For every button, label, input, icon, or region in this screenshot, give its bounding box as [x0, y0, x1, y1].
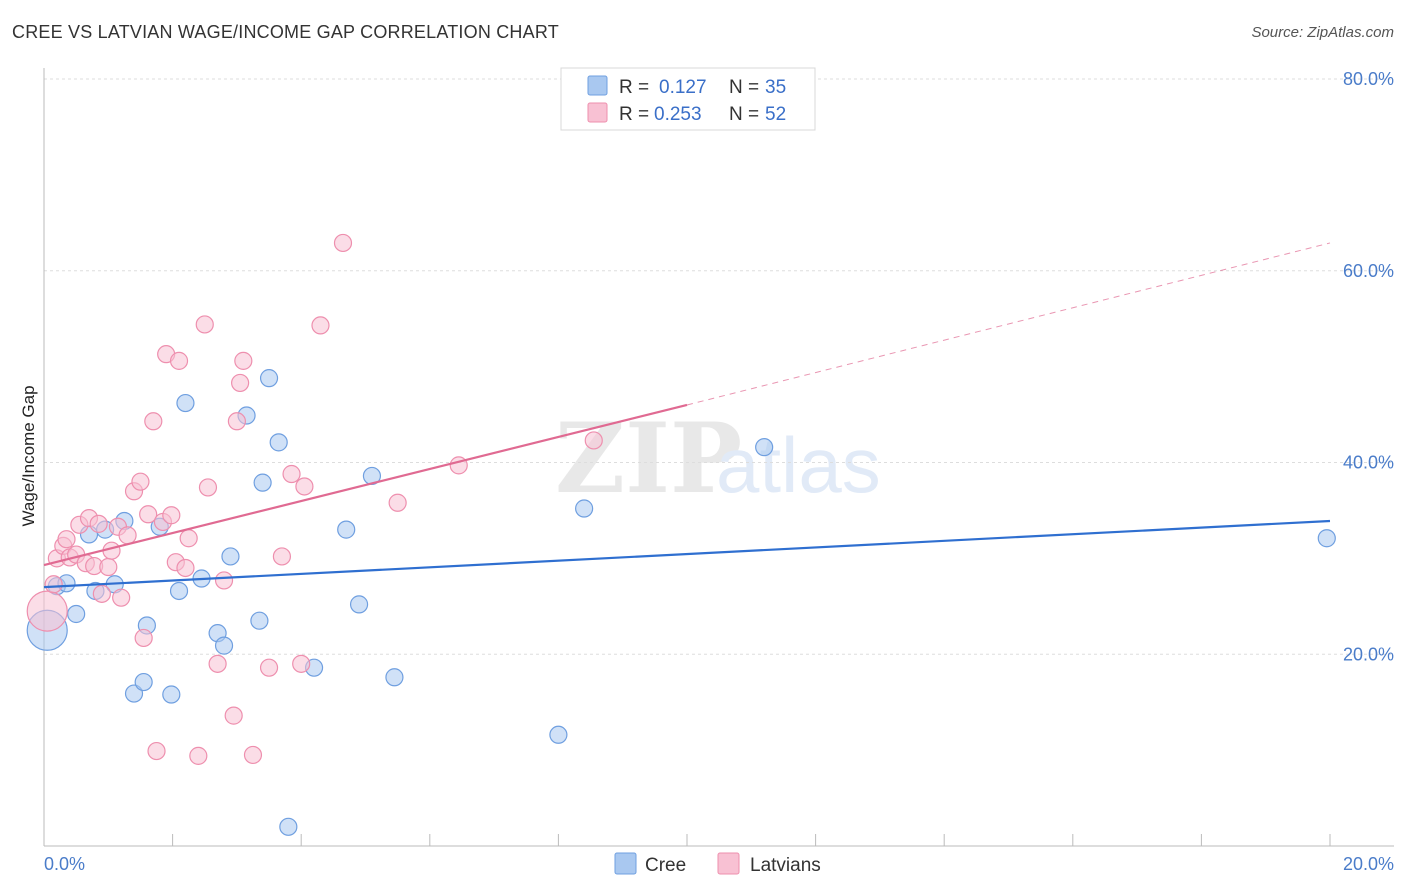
data-point — [179, 529, 198, 548]
gridlines — [44, 78, 1394, 655]
data-point — [279, 817, 298, 836]
chart-title: CREE VS LATVIAN WAGE/INCOME GAP CORRELAT… — [12, 22, 559, 42]
data-point — [92, 584, 111, 603]
data-point — [198, 478, 218, 497]
data-point — [337, 520, 356, 539]
x-tick-label: 20.0% — [1343, 854, 1394, 874]
data-point — [131, 472, 150, 491]
data-point — [311, 316, 330, 335]
series-latvians — [26, 233, 603, 765]
data-point — [67, 604, 86, 624]
data-point — [259, 369, 279, 388]
legend-r-label: R = — [619, 104, 649, 125]
bottom-legend-swatch-latvians — [717, 852, 740, 875]
data-point — [44, 575, 63, 594]
data-point — [272, 547, 292, 566]
data-point — [112, 588, 131, 607]
x-axis-tick-labels: 0.0% 20.0% — [44, 854, 1394, 874]
data-point — [169, 351, 189, 370]
data-point — [227, 412, 246, 431]
data-point — [144, 412, 163, 431]
data-point — [26, 590, 68, 632]
legend-r-label: R = — [619, 77, 649, 98]
data-point — [295, 477, 314, 496]
data-point — [118, 526, 137, 545]
data-point — [89, 514, 108, 533]
data-point — [234, 351, 253, 370]
data-point — [282, 464, 301, 484]
data-point — [169, 581, 189, 601]
data-point — [1317, 529, 1336, 548]
legend-swatch-latvians — [587, 102, 608, 123]
data-point — [214, 571, 234, 590]
trend-line-latvians — [43, 403, 688, 567]
correlation-legend: R = 0.127 N = 35 R = 0.253 N = 52 — [560, 67, 816, 131]
data-point — [99, 557, 118, 577]
legend-swatch-cree — [587, 75, 608, 96]
data-point — [195, 315, 214, 334]
data-point — [162, 506, 181, 525]
series-legend: Cree Latvians — [614, 852, 821, 876]
legend-n-value-latvians: 52 — [765, 104, 786, 125]
y-tick-label: 40.0% — [1343, 453, 1394, 473]
y-tick-label: 80.0% — [1343, 69, 1394, 89]
data-point — [575, 499, 594, 518]
data-point — [147, 741, 166, 761]
trend-lines — [43, 242, 1331, 589]
data-point — [221, 547, 240, 566]
data-point — [549, 725, 568, 744]
y-axis-label: Wage/Income Gap — [19, 385, 38, 526]
y-tick-label: 20.0% — [1343, 644, 1394, 664]
data-point — [349, 595, 369, 614]
data-point — [162, 685, 181, 704]
watermark-atlas: atlas — [716, 421, 881, 509]
data-point — [755, 438, 774, 457]
y-tick-label: 60.0% — [1343, 261, 1394, 281]
y-axis-tick-labels: 20.0% 40.0% 60.0% 80.0% — [1343, 69, 1394, 664]
data-points — [26, 233, 1336, 836]
x-tick-label: 0.0% — [44, 854, 85, 874]
data-point — [292, 654, 311, 673]
data-point — [224, 706, 243, 725]
watermark-zip: ZIP — [555, 402, 742, 515]
watermark: ZIP atlas — [555, 402, 881, 515]
legend-n-label: N = — [729, 77, 759, 98]
data-point — [214, 636, 234, 655]
data-point — [176, 558, 195, 578]
data-point — [231, 373, 250, 393]
data-point — [139, 505, 158, 524]
chart-source: Source: ZipAtlas.com — [1251, 24, 1394, 41]
legend-n-value-cree: 35 — [765, 77, 786, 98]
legend-r-value-cree: 0.127 — [659, 77, 707, 98]
data-point — [57, 530, 76, 549]
data-point — [388, 493, 407, 512]
legend-r-value-latvians: 0.253 — [654, 104, 702, 125]
data-point — [189, 746, 208, 765]
data-point — [333, 233, 353, 253]
data-point — [243, 745, 263, 765]
data-point — [134, 628, 153, 648]
data-point — [134, 672, 153, 692]
data-point — [208, 654, 227, 673]
trend-extension-latvians — [686, 242, 1331, 406]
legend-n-label: N = — [729, 104, 759, 125]
x-axis-ticks — [43, 834, 1331, 846]
data-point — [385, 668, 404, 687]
data-point — [250, 611, 269, 630]
bottom-legend-label-latvians: Latvians — [750, 855, 821, 876]
data-point — [253, 473, 272, 492]
bottom-legend-swatch-cree — [614, 852, 637, 875]
bottom-legend-label-cree: Cree — [645, 855, 686, 876]
data-point — [584, 431, 603, 450]
data-point — [259, 658, 279, 677]
data-point — [269, 433, 288, 452]
data-point — [176, 393, 195, 413]
trend-line-cree — [43, 519, 1331, 589]
